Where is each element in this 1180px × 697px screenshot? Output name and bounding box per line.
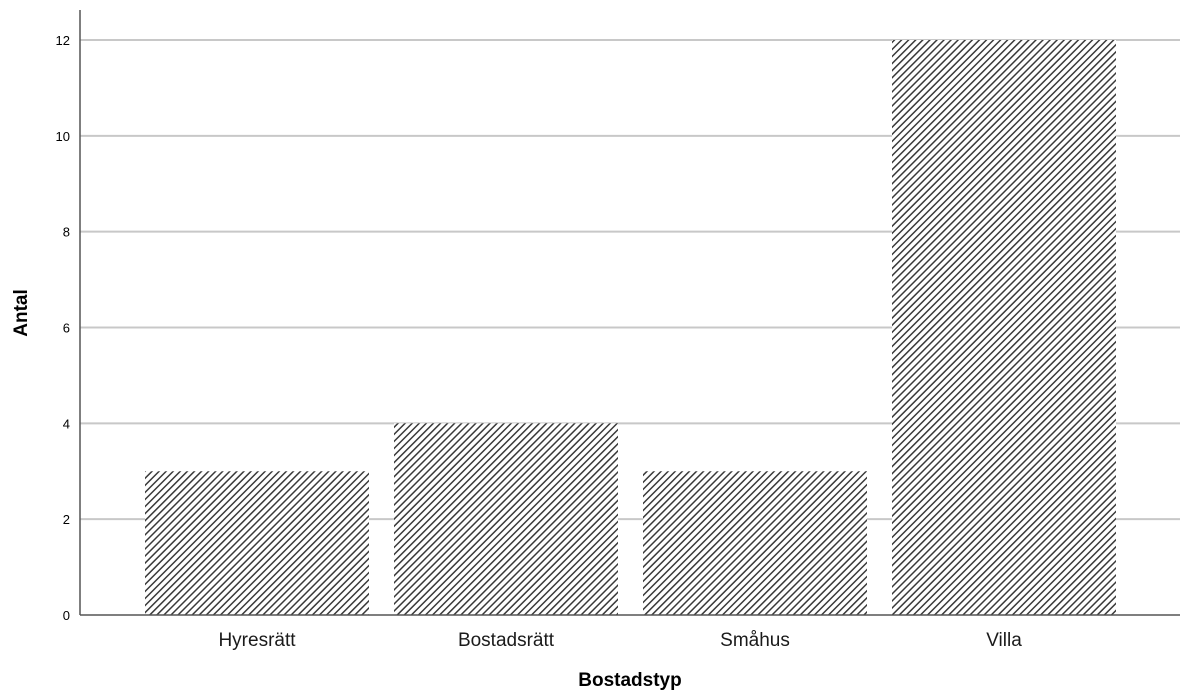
y-tick-label: 8 xyxy=(63,225,70,240)
bar xyxy=(892,40,1116,615)
bar xyxy=(643,471,867,615)
bars xyxy=(145,40,1116,615)
y-tick-label: 12 xyxy=(56,33,70,48)
y-tick-label: 0 xyxy=(63,608,70,623)
x-tick-label: Småhus xyxy=(720,630,790,651)
y-tick-label: 4 xyxy=(63,416,70,431)
y-tick-labels: 0 2 4 6 8 10 12 xyxy=(56,33,70,623)
x-tick-label: Hyresrätt xyxy=(218,630,296,651)
y-tick-label: 2 xyxy=(63,512,70,527)
y-axis-title: Antal xyxy=(11,289,32,337)
y-tick-label: 6 xyxy=(63,321,70,336)
bar xyxy=(394,423,618,615)
x-tick-label: Bostadsrätt xyxy=(458,630,555,651)
axes xyxy=(79,10,1180,616)
y-tick-label: 10 xyxy=(56,129,70,144)
bar xyxy=(145,471,369,615)
x-tick-labels: Hyresrätt Bostadsrätt Småhus Villa xyxy=(218,630,1022,651)
x-tick-label: Villa xyxy=(986,630,1022,651)
x-axis-title: Bostadstyp xyxy=(578,670,681,691)
